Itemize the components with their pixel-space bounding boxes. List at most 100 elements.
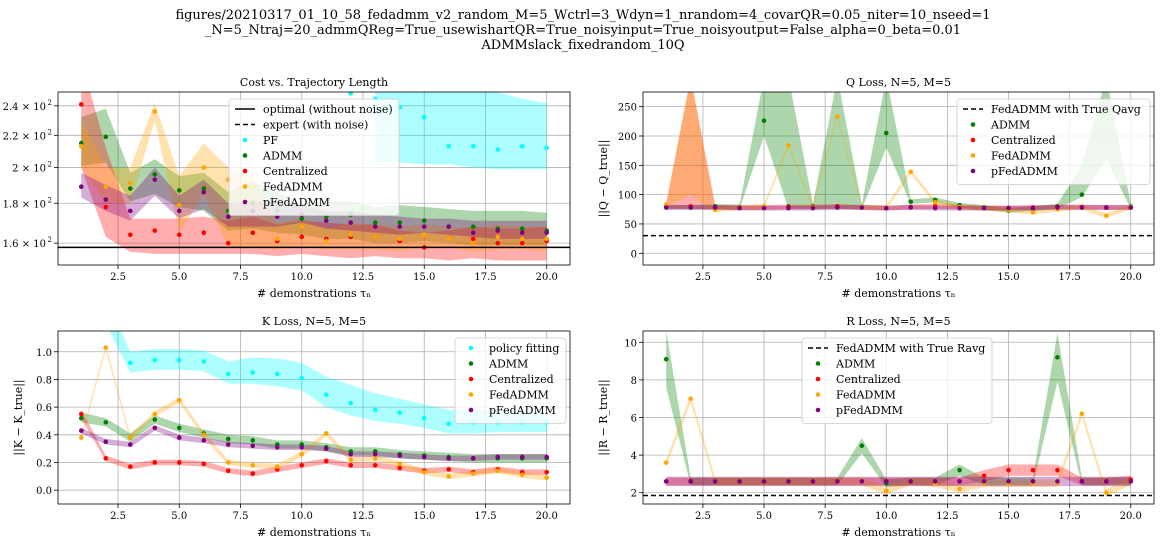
point-centralized xyxy=(225,240,231,246)
point-policy-fitting xyxy=(127,360,133,366)
point-fedadmm xyxy=(957,486,962,492)
x-tick-label: 20.0 xyxy=(536,272,558,283)
point-pfedadmm xyxy=(1006,479,1011,484)
legend-item-admm: ADMM xyxy=(468,358,528,371)
legend-item-fedadmm: FedADMM xyxy=(242,181,323,194)
legend-label: Centralized xyxy=(263,165,328,178)
point-fedadmm xyxy=(152,109,158,114)
point-pfedadmm xyxy=(446,456,452,461)
legend-item-centralized: Centralized xyxy=(242,165,328,178)
point-pfedadmm xyxy=(78,428,84,433)
point-pfedadmm xyxy=(1104,205,1109,210)
point-pfedadmm xyxy=(810,479,816,484)
point-policy-fitting xyxy=(79,294,84,299)
point-fedadmm xyxy=(127,180,133,186)
point-pfedadmm xyxy=(250,443,256,449)
point-admm xyxy=(761,118,767,124)
point-pfedadmm xyxy=(1055,479,1060,484)
y-tick-label: 100 xyxy=(618,191,637,202)
legend-item-admm: ADMM xyxy=(815,358,875,371)
legend-label: pFedADMM xyxy=(263,196,330,209)
point-fedadmm xyxy=(250,462,256,468)
y-tick-label: 2 xyxy=(631,489,637,500)
point-pfedadmm xyxy=(176,208,182,214)
point-pfedadmm xyxy=(1128,479,1134,484)
point-fedadmm xyxy=(348,457,354,463)
y-tick-label: 0.4 xyxy=(36,431,52,442)
legend-dot-swatch xyxy=(970,137,976,143)
point-fedadmm xyxy=(786,143,791,148)
plot-area xyxy=(643,92,1154,237)
band-admm xyxy=(81,108,547,246)
point-fedadmm xyxy=(1079,411,1085,417)
legend-item-expert-with-noise: expert (with noise) xyxy=(235,119,368,132)
band-centralized xyxy=(81,409,547,477)
legend-dot-swatch xyxy=(815,407,821,413)
point-policy-fitting xyxy=(152,357,158,363)
point-pfedadmm xyxy=(397,453,403,458)
x-tick-label: 15.0 xyxy=(997,511,1019,522)
y-tick-label: 250 xyxy=(618,103,637,114)
point-pfedadmm xyxy=(421,454,427,460)
point-fedadmm xyxy=(446,474,452,479)
x-tick-label: 12.5 xyxy=(936,511,958,522)
y-tick-label: 2.4 × 10 xyxy=(3,102,46,113)
plot-area xyxy=(58,70,570,261)
x-axis-label: # demonstrations τₙ xyxy=(257,526,371,539)
legend-label: ADMM xyxy=(990,119,1030,132)
suptitle-line-2: _N=5_Ntraj=20_admmQReg=True_usewishartQR… xyxy=(204,23,962,38)
point-fedadmm xyxy=(519,472,525,478)
band-admm xyxy=(666,92,1131,213)
point-pfedadmm xyxy=(810,205,816,211)
point-fedadmm xyxy=(103,184,109,190)
band-policy-fitting xyxy=(109,331,547,434)
band-pfedadmm xyxy=(666,205,1131,211)
point-fedadmm xyxy=(201,432,207,438)
point-pfedadmm xyxy=(859,205,865,210)
point-pfedadmm xyxy=(103,439,109,445)
point-pfedadmm xyxy=(470,456,476,461)
point-admm xyxy=(859,443,865,449)
point-pfedadmm xyxy=(688,479,693,484)
point-admm xyxy=(127,186,133,191)
x-tick-label: 7.5 xyxy=(817,272,833,283)
point-fedadmm xyxy=(663,460,669,465)
point-admm xyxy=(201,186,207,191)
point-admm xyxy=(957,467,962,473)
point-pfedadmm xyxy=(908,479,914,484)
point-pfedadmm xyxy=(372,224,378,229)
legend-item-admm: ADMM xyxy=(242,150,302,163)
point-pfedadmm xyxy=(688,205,693,210)
band-pfedadmm xyxy=(666,476,1131,487)
point-pfedadmm xyxy=(152,177,158,182)
legend-item-pfedadmm: pFedADMM xyxy=(970,165,1058,178)
point-admm xyxy=(103,134,109,140)
point-centralized xyxy=(348,462,354,468)
point-pfedadmm xyxy=(786,479,791,484)
point-pfedadmm xyxy=(835,479,840,484)
point-pfedadmm xyxy=(397,224,403,229)
point-fedadmm xyxy=(372,234,378,240)
point-pfedadmm xyxy=(348,220,354,225)
point-policy-fitting xyxy=(397,410,403,415)
legend-dot-swatch xyxy=(468,361,474,366)
point-fedadmm xyxy=(176,202,182,208)
point-pf xyxy=(299,70,304,75)
legend-dot-swatch xyxy=(242,137,248,143)
point-pfedadmm xyxy=(981,205,987,211)
x-tick-label: 2.5 xyxy=(110,511,126,522)
point-pfedadmm xyxy=(835,205,840,210)
point-centralized xyxy=(1055,467,1060,473)
y-tick-label-exponent: 2 xyxy=(48,161,52,169)
point-admm xyxy=(78,140,84,146)
legend-dot-swatch xyxy=(815,392,821,397)
point-fedadmm xyxy=(835,114,840,119)
y-tick-label: 150 xyxy=(618,161,637,172)
point-pfedadmm xyxy=(78,184,84,190)
legend-label: policy fitting xyxy=(489,342,559,355)
x-tick-label: 2.5 xyxy=(110,272,126,283)
point-centralized xyxy=(1006,467,1011,473)
point-fedadmm xyxy=(176,397,182,403)
legend-item-pf: PF xyxy=(242,134,278,147)
y-axis-label: ||K − K_true|| xyxy=(12,379,26,455)
